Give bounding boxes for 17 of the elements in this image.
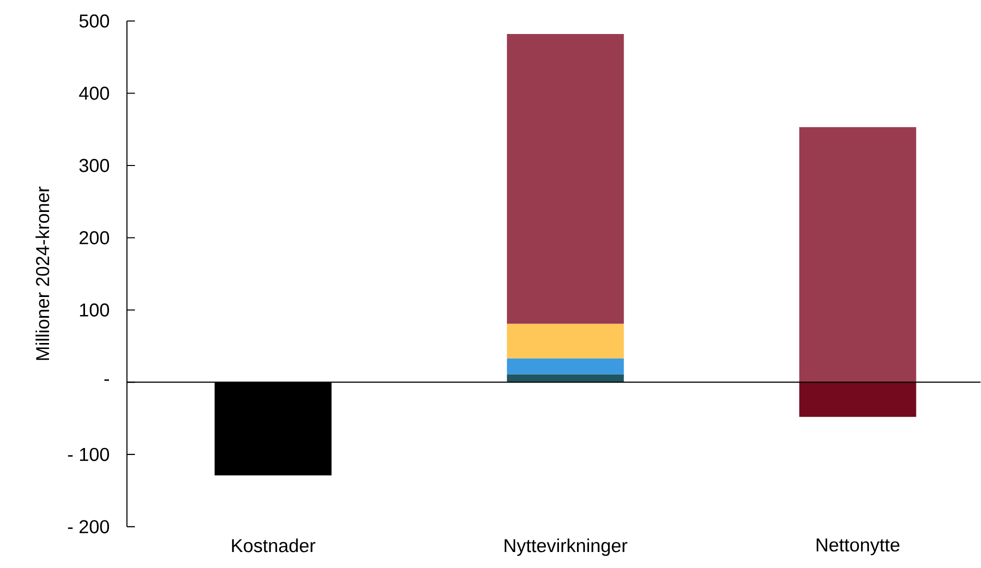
- bar: [506, 358, 624, 374]
- y-tick-label: - 100: [68, 448, 110, 462]
- y-tick-label: 100: [80, 304, 110, 317]
- bar: [506, 34, 624, 324]
- y-tick-label: 200: [80, 231, 110, 244]
- y-tick-label: 400: [79, 86, 110, 100]
- y-tick-label: 500: [79, 14, 110, 28]
- y-axis-title: Millioner 2024-kroner: [36, 186, 50, 360]
- y-tick-label: 300: [79, 159, 110, 172]
- x-tick-label: Nyttevirkninger: [504, 538, 628, 556]
- bar: [799, 382, 916, 418]
- y-tick-label: -: [104, 380, 109, 381]
- y-tick-label: - 200: [68, 520, 110, 534]
- bar: [799, 127, 916, 382]
- x-tick-label: Nettonytte: [816, 538, 900, 556]
- bar: [506, 324, 624, 359]
- x-tick-label: Kostnader: [232, 538, 316, 552]
